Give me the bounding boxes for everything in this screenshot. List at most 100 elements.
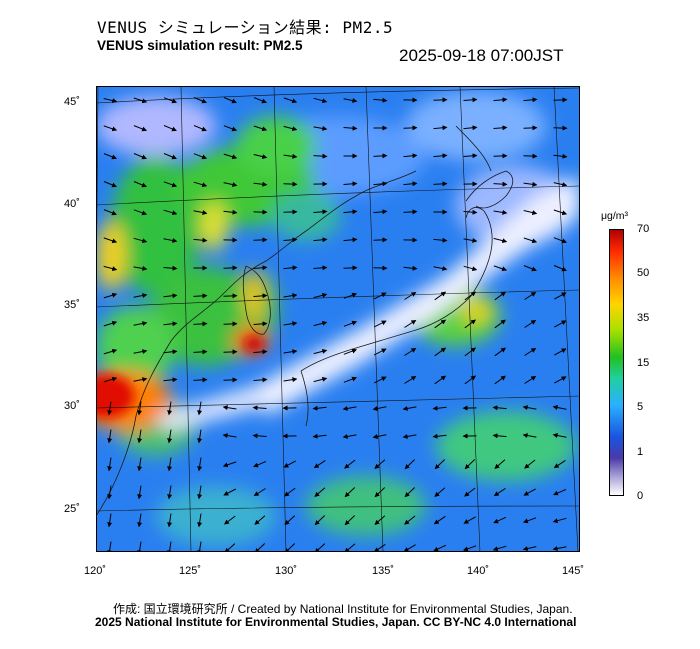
wind-arrow	[342, 405, 357, 411]
wind-arrow	[193, 97, 207, 104]
wind-arrow	[103, 320, 118, 327]
wind-arrow	[343, 125, 358, 131]
wind-arrow	[312, 433, 327, 439]
lat-label-45: 45˚	[64, 96, 80, 108]
wind-arrow	[493, 209, 508, 215]
wind-arrow	[463, 97, 478, 103]
wind-arrow	[313, 97, 328, 104]
wind-arrow	[193, 293, 208, 299]
wind-arrow	[197, 513, 203, 528]
wind-arrow	[463, 209, 478, 215]
wind-arrow	[522, 517, 537, 524]
wind-arrow	[493, 237, 508, 244]
wind-arrow	[193, 377, 208, 383]
wind-arrow	[373, 237, 388, 243]
wind-arrow	[253, 237, 268, 243]
wind-arrow	[403, 209, 418, 215]
wind-arrow	[284, 487, 296, 497]
wind-arrow	[223, 153, 238, 160]
wind-arrow	[464, 459, 476, 470]
wind-arrow	[253, 460, 267, 468]
wind-arrow	[403, 153, 418, 159]
wind-arrow	[163, 293, 178, 299]
wind-arrow	[404, 347, 417, 356]
wind-arrow	[107, 541, 113, 552]
wind-arrow	[433, 125, 448, 131]
lat-label-25: 25˚	[64, 503, 80, 515]
wind-arrow	[372, 434, 387, 439]
wind-arrow	[253, 349, 268, 355]
wind-arrow	[553, 209, 568, 216]
wind-arrow	[222, 405, 237, 411]
wind-arrow	[373, 181, 388, 187]
wind-arrow	[253, 321, 268, 327]
wind-arrow	[373, 292, 387, 300]
wind-arrow	[254, 515, 266, 525]
wind-arrow	[402, 405, 417, 411]
wind-arrow	[193, 237, 208, 243]
wind-arrow	[133, 181, 147, 188]
wind-arrow	[554, 376, 567, 384]
wind-arrow	[222, 461, 237, 468]
wind-arrow	[404, 487, 416, 498]
colorbar-tick-1: 1	[637, 446, 644, 458]
wind-arrow	[344, 487, 356, 498]
wind-arrow	[434, 459, 446, 470]
wind-arrow	[343, 320, 358, 327]
wind-arrow	[133, 125, 148, 132]
wind-arrow	[193, 125, 207, 132]
wind-arrow	[434, 291, 447, 301]
wind-arrow	[163, 209, 178, 216]
lon-label-130: 130˚	[274, 565, 298, 577]
lon-label-135: 135˚	[371, 565, 395, 577]
wind-arrow	[373, 209, 388, 215]
wind-arrow	[283, 125, 298, 132]
wind-arrow	[163, 238, 178, 243]
wind-arrow	[313, 153, 328, 159]
wind-arrow	[163, 265, 178, 271]
wind-arrow	[313, 209, 328, 215]
wind-arrow	[523, 488, 536, 496]
wind-arrow	[523, 153, 538, 159]
wind-arrow	[312, 405, 327, 411]
wind-arrow	[223, 125, 238, 132]
map-border	[96, 86, 580, 552]
colorbar-tick-50: 50	[637, 267, 650, 279]
wind-arrow	[552, 517, 567, 524]
wind-arrow	[433, 266, 448, 271]
wind-arrow	[193, 349, 208, 355]
lat-label-35: 35˚	[64, 299, 80, 311]
wind-arrow	[197, 401, 203, 416]
colorbar-unit: μg/m³	[601, 210, 629, 222]
wind-arrow	[313, 265, 328, 271]
wind-arrow	[167, 513, 173, 528]
wind-arrow	[403, 181, 418, 187]
wind-arrow	[494, 319, 507, 329]
wind-arrow	[343, 348, 358, 355]
wind-arrow	[434, 347, 447, 357]
wind-arrow	[523, 237, 538, 244]
wind-arrow	[137, 485, 143, 500]
wind-arrow	[107, 513, 113, 528]
wind-vectors	[103, 97, 568, 552]
wind-arrow	[523, 97, 538, 103]
wind-arrow	[137, 541, 143, 552]
wind-arrow	[433, 153, 448, 159]
wind-arrow	[343, 376, 358, 383]
lat-label-40: 40˚	[64, 198, 80, 210]
wind-arrow	[223, 265, 238, 271]
wind-arrow	[103, 348, 118, 355]
wind-arrow	[283, 97, 298, 104]
wind-arrow	[343, 209, 358, 215]
colorbar-tick-35: 35	[637, 312, 650, 324]
colorbar-tick-0: 0	[637, 490, 644, 502]
wind-arrow	[492, 405, 507, 411]
wind-arrow	[223, 97, 237, 104]
wind-arrow	[163, 377, 178, 383]
wind-arrow	[253, 181, 268, 187]
wind-arrow	[253, 125, 268, 132]
wind-arrow	[463, 153, 478, 159]
title-japanese: VENUS シミュレーション結果: PM2.5	[97, 18, 394, 37]
wind-arrow	[103, 181, 117, 188]
wind-arrow	[494, 347, 507, 357]
